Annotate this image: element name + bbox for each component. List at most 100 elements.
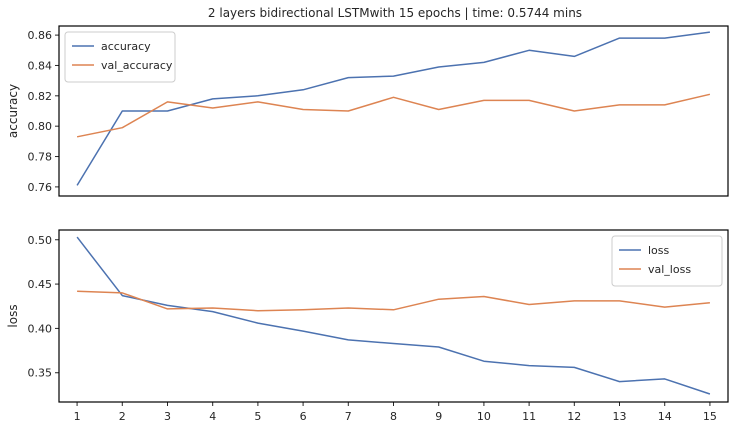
loss-series-val_loss-point [708,301,711,304]
loss-xtick-label: 4 [209,410,216,423]
loss-series-val_loss-point [573,299,576,302]
accuracy-ytick-label: 0.86 [28,29,53,42]
loss-series-val_loss-point [392,308,395,311]
chart-title: 2 layers bidirectional LSTMwith 15 epoch… [208,6,582,20]
loss-xtick-label: 6 [300,410,307,423]
accuracy-ylabel: accuracy [6,84,20,138]
loss-series-loss-line [76,236,711,395]
loss-legend: loss val_loss [611,235,723,287]
accuracy-legend: accuracy val_accuracy [64,31,176,83]
loss-series-val_loss-point [437,298,440,301]
accuracy-series-val_accuracy-point [437,108,440,111]
loss-legend-box [611,235,723,287]
loss-series-val_loss-point [663,306,666,309]
accuracy-ytick-label: 0.82 [28,90,53,103]
loss-series-val_loss-point [121,291,124,294]
accuracy-series-accuracy-point [392,75,395,78]
accuracy-series-accuracy-point [482,61,485,64]
loss-series-loss-point [618,380,621,383]
accuracy-legend-label-accuracy: accuracy [101,40,151,53]
accuracy-series-accuracy-point [256,94,259,97]
loss-series-val_loss-point [302,308,305,311]
loss-xtick-label: 14 [658,410,672,423]
loss-xtick-label: 1 [74,410,81,423]
loss-ytick-label: 0.45 [28,278,53,291]
accuracy-series-val_accuracy-point [528,99,531,102]
accuracy-series-accuracy-point [347,76,350,79]
accuracy-series-val_accuracy-point [76,135,79,138]
loss-series-loss-point [166,304,169,307]
loss-series-loss-point [392,342,395,345]
accuracy-series-val_accuracy-point [347,110,350,113]
accuracy-series-accuracy-point [708,31,711,34]
loss-series-val_loss-point [211,307,214,310]
loss-series-val_loss-point [76,290,79,293]
loss-xtick-label: 9 [435,410,442,423]
loss-ytick-label: 0.40 [28,322,53,335]
accuracy-series-val_accuracy-line [76,93,711,138]
loss-panel: 0.350.400.450.501 2 3 4 5 6 7 8 9 10 11 12 13 14 15los… [6,229,729,423]
accuracy-series-accuracy-line [76,31,710,186]
loss-series-val_loss-point [166,307,169,310]
accuracy-ytick-label: 0.78 [28,151,53,164]
loss-series-loss-point [302,330,305,333]
accuracy-series-val_accuracy-point [256,100,259,103]
accuracy-series-val_accuracy-point [618,103,621,106]
loss-series-val_loss-point [618,299,621,302]
loss-series-val_loss-point [256,309,259,312]
accuracy-series-val_accuracy-point [392,96,395,99]
accuracy-plot-frame [58,25,729,197]
loss-series-val_loss-point [528,303,531,306]
loss-series-loss-point [437,346,440,349]
loss-xtick-label: 3 [164,410,171,423]
accuracy-series-accuracy-point [121,110,124,113]
accuracy-legend-box [64,31,176,83]
accuracy-series-accuracy-point [663,37,666,40]
accuracy-ytick-label: 0.76 [28,181,53,194]
accuracy-ytick-label: 0.80 [28,120,53,133]
loss-legend-label-loss: loss [648,244,670,257]
accuracy-series-accuracy-point [528,49,531,52]
accuracy-series-val_accuracy-point [211,106,214,109]
loss-series-loss-point [573,366,576,369]
loss-series-loss-point [76,236,79,239]
loss-series-loss-point [347,338,350,341]
loss-series-val_loss-line [77,290,710,312]
loss-series-loss-point [528,364,531,367]
loss-xtick-label: 5 [254,410,261,423]
loss-xtick-label: 7 [345,410,352,423]
loss-series-val_loss-point [347,307,350,310]
loss-series-loss-point [211,310,214,313]
loss-plot-frame [58,229,729,403]
loss-ytick-label: 0.50 [28,234,53,247]
loss-series-loss-point [708,393,711,396]
accuracy-series-val_accuracy-point [166,100,169,103]
loss-xtick-label: 12 [567,410,581,423]
loss-xtick-label: 15 [703,410,717,423]
loss-series-loss-point [663,377,666,380]
accuracy-series-accuracy-point [76,184,79,187]
accuracy-series-val_accuracy-point [482,99,485,102]
loss-xtick-label: 2 [119,410,126,423]
loss-legend-label-val_loss: val_loss [648,263,691,276]
loss-ylabel: loss [6,304,20,327]
accuracy-series-val_accuracy-point [573,110,576,113]
accuracy-series-accuracy-point [618,37,621,40]
accuracy-series-val_accuracy-point [663,103,666,106]
loss-series-loss-point [256,322,259,325]
accuracy-series-val_accuracy-point [302,108,305,111]
loss-series-val_loss-point [482,295,485,298]
accuracy-series-accuracy-point [573,55,576,58]
loss-xtick-label: 13 [613,410,627,423]
accuracy-legend-label-val_accuracy: val_accuracy [101,59,173,72]
accuracy-series-accuracy-point [302,88,305,91]
loss-xtick-label: 8 [390,410,397,423]
loss-ytick-label: 0.35 [28,367,53,380]
accuracy-series-accuracy-point [211,97,214,100]
accuracy-panel: 0.760.780.800.820.840.86accuracyaccuracy… [6,25,729,197]
accuracy-series-val_accuracy-point [121,126,124,129]
accuracy-ytick-label: 0.84 [28,59,53,72]
accuracy-series-accuracy-point [437,65,440,68]
loss-series-loss-point [121,294,124,297]
